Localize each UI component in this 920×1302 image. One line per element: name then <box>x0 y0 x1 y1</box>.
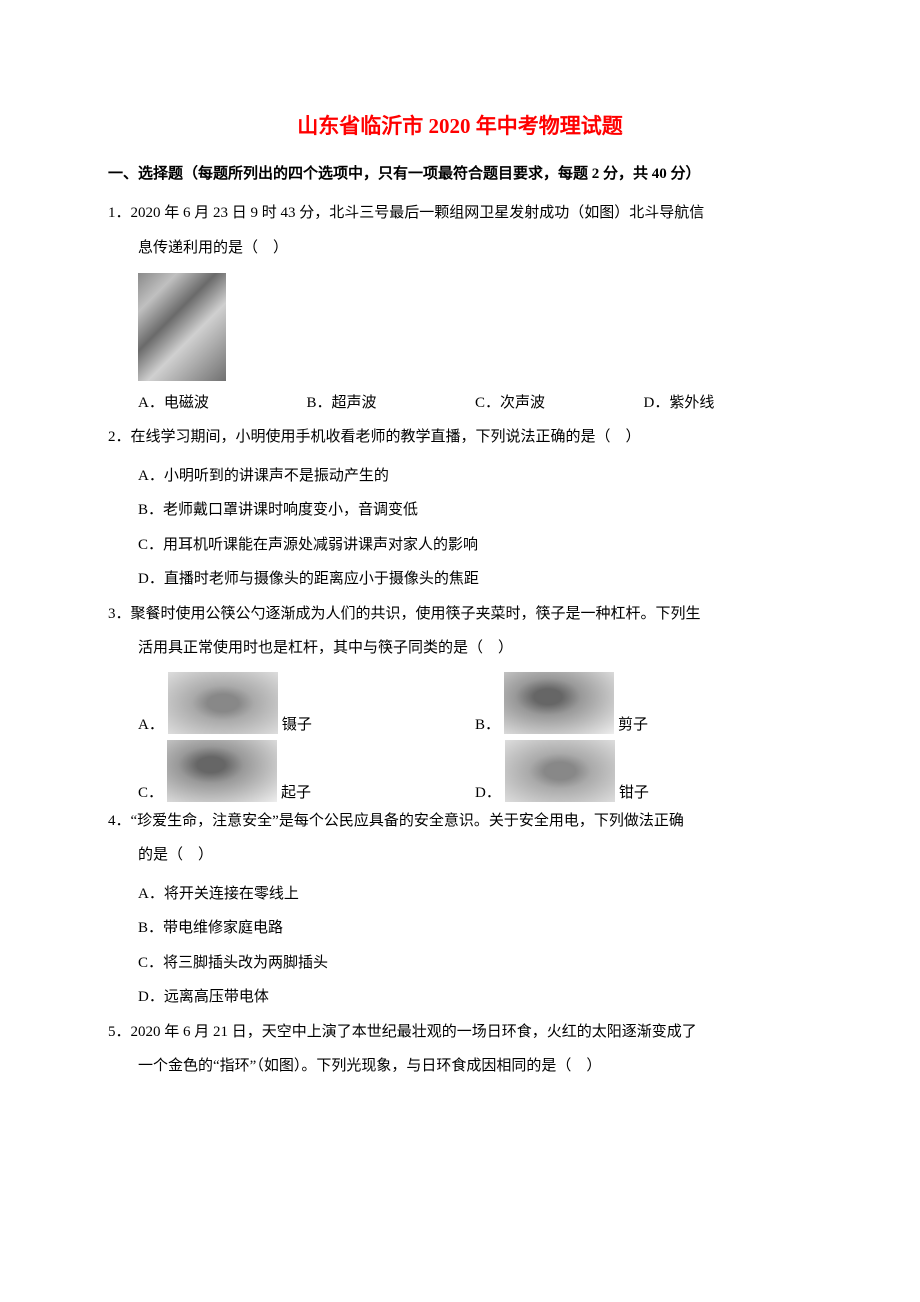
q3-options-row2: C． 起子 D． 钳子 <box>108 740 812 802</box>
q3-line1: 3．聚餐时使用公筷公勺逐渐成为人们的共识，使用筷子夹菜时，筷子是一种杠杆。下列生 <box>108 597 812 632</box>
q2-option-d: D．直播时老师与摄像头的距离应小于摄像头的焦距 <box>138 562 812 597</box>
q4-line2: 的是（ ） <box>108 838 812 873</box>
q1-option-c: C．次声波 <box>475 387 644 420</box>
q1-option-d: D．紫外线 <box>644 387 813 420</box>
question-5: 5．2020 年 6 月 21 日，天空中上演了本世纪最壮观的一场日环食，火红的… <box>108 1015 812 1084</box>
q2-line1: 2．在线学习期间，小明使用手机收看老师的教学直播，下列说法正确的是（ ） <box>108 420 812 455</box>
q3-c-letter: C． <box>138 781 163 802</box>
q3-option-b: B． 剪子 <box>475 672 812 734</box>
q3-d-label: 钳子 <box>619 781 649 802</box>
q3-line2: 活用具正常使用时也是杠杆，其中与筷子同类的是（ ） <box>108 631 812 666</box>
q2-options: A．小明听到的讲课声不是振动产生的 B．老师戴口罩讲课时响度变小，音调变低 C．… <box>108 459 812 597</box>
q3-d-letter: D． <box>475 781 501 802</box>
q3-b-label: 剪子 <box>618 713 648 734</box>
q5-line2: 一个金色的“指环”（如图）。下列光现象，与日环食成因相同的是（ ） <box>108 1049 812 1084</box>
pliers-image <box>505 740 615 802</box>
question-2: 2．在线学习期间，小明使用手机收看老师的教学直播，下列说法正确的是（ ） <box>108 420 812 455</box>
rocket-launch-image <box>138 273 226 381</box>
opener-image <box>167 740 277 802</box>
q3-option-a: A． 镊子 <box>138 672 475 734</box>
question-4: 4．“珍爱生命，注意安全”是每个公民应具备的安全意识。关于安全用电，下列做法正确… <box>108 804 812 873</box>
q4-option-d: D．远离高压带电体 <box>138 980 812 1015</box>
q3-b-letter: B． <box>475 713 500 734</box>
q4-option-a: A．将开关连接在零线上 <box>138 877 812 912</box>
q2-option-b: B．老师戴口罩讲课时响度变小，音调变低 <box>138 493 812 528</box>
q4-option-c: C．将三脚插头改为两脚插头 <box>138 946 812 981</box>
q3-options-row1: A． 镊子 B． 剪子 <box>108 672 812 734</box>
q1-options: A．电磁波 B．超声波 C．次声波 D．紫外线 <box>108 387 812 420</box>
q3-option-c: C． 起子 <box>138 740 475 802</box>
q1-image <box>108 269 812 387</box>
q4-options: A．将开关连接在零线上 B．带电维修家庭电路 C．将三脚插头改为两脚插头 D．远… <box>108 877 812 1015</box>
q3-c-label: 起子 <box>281 781 311 802</box>
exam-title: 山东省临沂市 2020 年中考物理试题 <box>108 110 812 140</box>
q1-option-a: A．电磁波 <box>138 387 307 420</box>
q2-option-a: A．小明听到的讲课声不是振动产生的 <box>138 459 812 494</box>
q4-option-b: B．带电维修家庭电路 <box>138 911 812 946</box>
tweezers-image <box>168 672 278 734</box>
scissors-image <box>504 672 614 734</box>
q1-line2: 息传递利用的是（ ） <box>108 231 812 266</box>
q4-line1: 4．“珍爱生命，注意安全”是每个公民应具备的安全意识。关于安全用电，下列做法正确 <box>108 804 812 839</box>
question-1: 1．2020 年 6 月 23 日 9 时 43 分，北斗三号最后一颗组网卫星发… <box>108 196 812 265</box>
q3-option-d: D． 钳子 <box>475 740 812 802</box>
exam-page: 山东省临沂市 2020 年中考物理试题 一、选择题（每题所列出的四个选项中，只有… <box>0 0 920 1302</box>
q3-a-label: 镊子 <box>282 713 312 734</box>
q3-a-letter: A． <box>138 713 164 734</box>
section-header: 一、选择题（每题所列出的四个选项中，只有一项最符合题目要求，每题 2 分，共 4… <box>108 162 812 186</box>
question-3: 3．聚餐时使用公筷公勺逐渐成为人们的共识，使用筷子夹菜时，筷子是一种杠杆。下列生… <box>108 597 812 666</box>
q1-option-b: B．超声波 <box>307 387 476 420</box>
q2-option-c: C．用耳机听课能在声源处减弱讲课声对家人的影响 <box>138 528 812 563</box>
q5-line1: 5．2020 年 6 月 21 日，天空中上演了本世纪最壮观的一场日环食，火红的… <box>108 1015 812 1050</box>
q1-line1: 1．2020 年 6 月 23 日 9 时 43 分，北斗三号最后一颗组网卫星发… <box>108 196 812 231</box>
